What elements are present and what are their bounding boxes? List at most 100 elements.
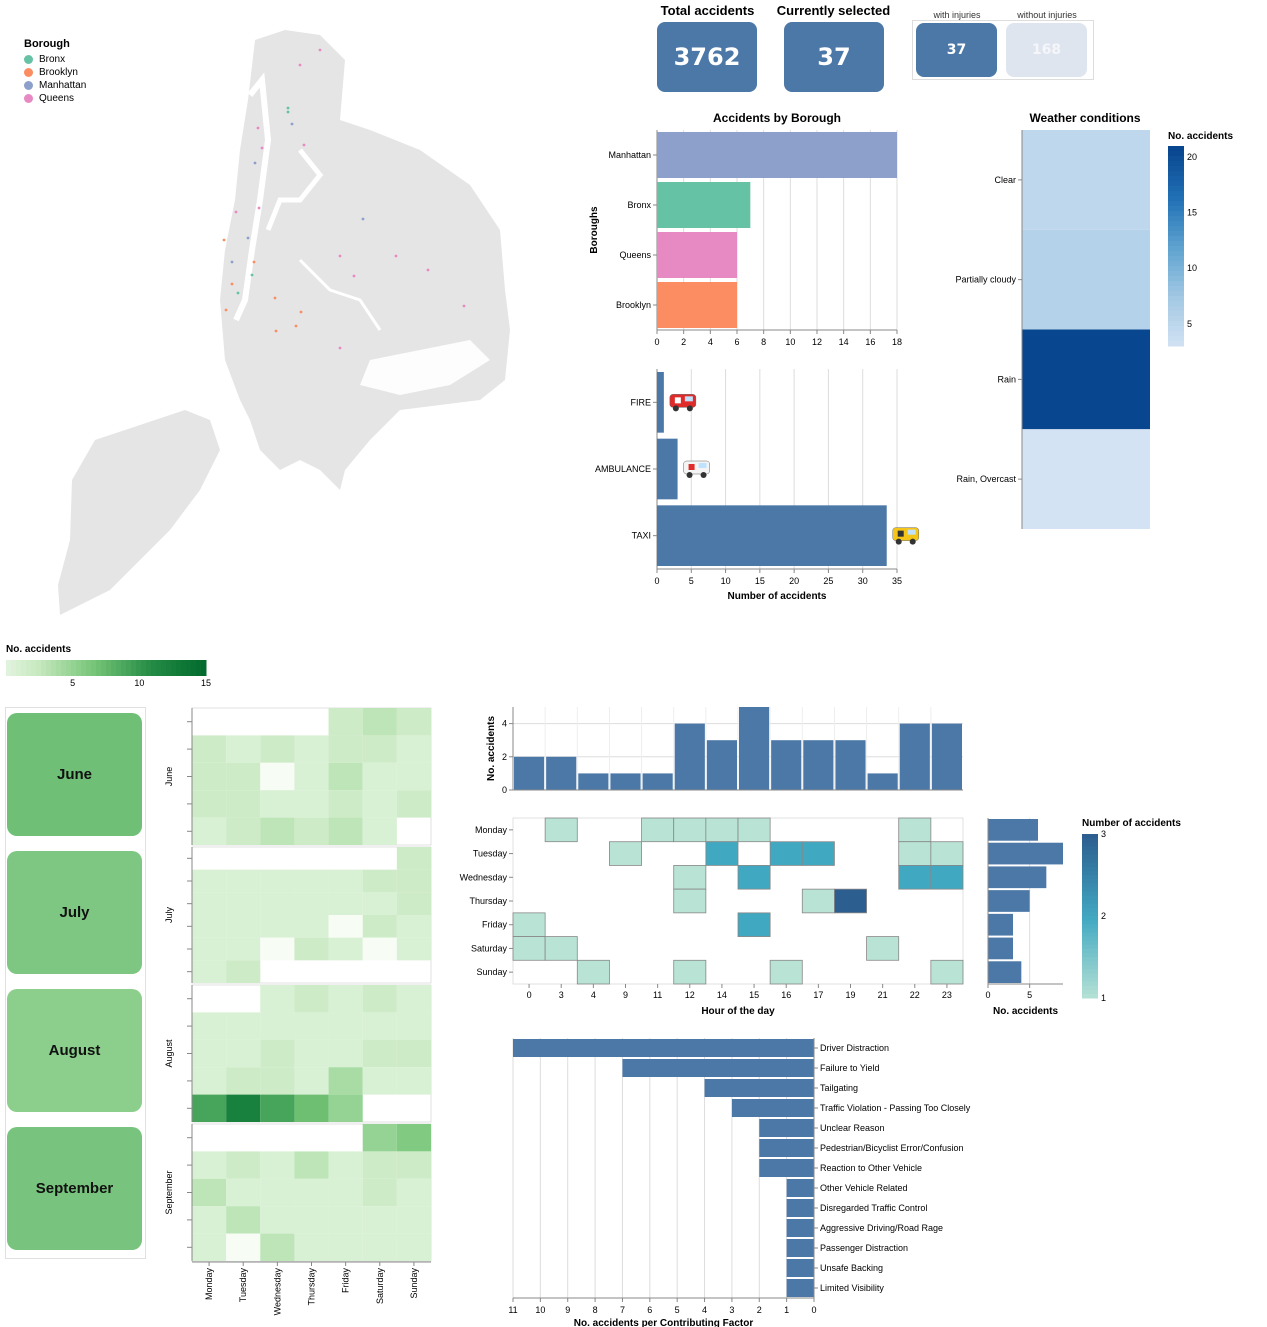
heatmap-cell[interactable] — [641, 817, 675, 843]
calendar-cell[interactable] — [226, 1206, 261, 1234]
calendar-cell[interactable] — [328, 892, 363, 915]
calendar-cell[interactable] — [362, 1151, 397, 1179]
heatmap-cell[interactable] — [834, 888, 867, 914]
calendar-cell[interactable] — [328, 1151, 363, 1179]
calendar-cell[interactable] — [328, 985, 363, 1013]
heatmap-cell[interactable] — [801, 888, 835, 914]
calendar-cell[interactable] — [294, 1178, 329, 1207]
map-legend[interactable]: Borough Bronx Brooklyn Manhattan Queens — [24, 38, 86, 105]
map-legend-item-bronx[interactable]: Bronx — [24, 53, 86, 66]
calendar-cell[interactable] — [294, 869, 329, 893]
bar-manhattan[interactable] — [657, 132, 897, 178]
calendar-cell[interactable] — [362, 915, 397, 938]
calendar-cell[interactable] — [226, 1151, 261, 1179]
bar-taxi[interactable] — [657, 505, 887, 566]
calendar-cell[interactable] — [294, 1233, 329, 1261]
bar-hour-19[interactable] — [835, 740, 866, 790]
heatmap-cell[interactable] — [801, 841, 835, 866]
calendar-cell[interactable] — [226, 1067, 261, 1095]
calendar-cell[interactable] — [294, 937, 329, 961]
calendar-cell[interactable] — [328, 762, 363, 791]
map-panel[interactable]: Borough Bronx Brooklyn Manhattan Queens — [0, 0, 520, 630]
bar-sunday[interactable] — [988, 961, 1022, 983]
calendar-cell[interactable] — [294, 790, 329, 818]
bar-factor[interactable] — [786, 1279, 814, 1297]
bar-hour-17[interactable] — [803, 740, 834, 790]
calendar-cell[interactable] — [328, 1094, 363, 1122]
calendar-cell[interactable] — [328, 1012, 363, 1040]
calendar-cell[interactable] — [396, 892, 431, 915]
without-injuries-button[interactable]: 168 — [1006, 23, 1087, 77]
bar-hour-11[interactable] — [642, 773, 673, 790]
calendar-cell[interactable] — [396, 1206, 431, 1234]
calendar-cell[interactable] — [260, 1012, 295, 1040]
bar-factor[interactable] — [759, 1139, 814, 1157]
calendar-cell[interactable] — [192, 762, 227, 791]
map-legend-item-manhattan[interactable]: Manhattan — [24, 79, 86, 92]
calendar-cell[interactable] — [192, 869, 227, 893]
calendar-cell[interactable] — [396, 915, 431, 938]
calendar-cell[interactable] — [362, 1124, 397, 1152]
calendar-cell[interactable] — [226, 762, 261, 791]
calendar-cell[interactable] — [362, 869, 397, 893]
map-legend-item-brooklyn[interactable]: Brooklyn — [24, 66, 86, 79]
bar-hour-14[interactable] — [706, 740, 737, 790]
month-button-september[interactable]: September — [7, 1127, 142, 1250]
calendar-cell[interactable] — [294, 985, 329, 1013]
bar-factor[interactable] — [759, 1119, 814, 1137]
calendar-cell[interactable] — [192, 1206, 227, 1234]
weather-cell[interactable] — [1022, 329, 1150, 430]
calendar-cell[interactable] — [192, 1151, 227, 1179]
bar-hour-0[interactable] — [514, 756, 545, 790]
map-legend-item-queens[interactable]: Queens — [24, 92, 86, 105]
calendar-cell[interactable] — [294, 1151, 329, 1179]
heatmap-cell[interactable] — [544, 817, 578, 843]
bar-hour-22[interactable] — [899, 723, 930, 790]
calendar-cell[interactable] — [396, 1067, 431, 1095]
calendar-cell[interactable] — [396, 1151, 431, 1179]
calendar-cell[interactable] — [226, 817, 261, 845]
calendar-cell[interactable] — [226, 1012, 261, 1040]
bar-factor[interactable] — [786, 1259, 814, 1277]
heatmap-cell[interactable] — [866, 936, 900, 961]
calendar-cell[interactable] — [226, 869, 261, 893]
calendar-cell[interactable] — [396, 1233, 431, 1261]
calendar-cell[interactable] — [396, 985, 431, 1013]
heatmap-cell[interactable] — [737, 912, 771, 937]
calendar-cell[interactable] — [294, 1067, 329, 1095]
calendar-cell[interactable] — [294, 817, 329, 845]
calendar-cell[interactable] — [260, 762, 295, 791]
calendar-cell[interactable] — [362, 892, 397, 915]
calendar-cell[interactable] — [328, 1178, 363, 1207]
calendar-cell[interactable] — [328, 1233, 363, 1261]
calendar-cell[interactable] — [362, 735, 397, 763]
calendar-cell[interactable] — [226, 892, 261, 915]
calendar-cell[interactable] — [192, 937, 227, 961]
calendar-cell[interactable] — [192, 790, 227, 818]
calendar-cell[interactable] — [260, 985, 295, 1013]
heatmap-cell[interactable] — [898, 817, 932, 843]
calendar-cell[interactable] — [362, 817, 397, 845]
calendar-cell[interactable] — [260, 735, 295, 763]
calendar-cell[interactable] — [396, 1039, 431, 1068]
bar-saturday[interactable] — [988, 937, 1013, 960]
calendar-cell[interactable] — [294, 1206, 329, 1234]
heatmap-cell[interactable] — [673, 959, 707, 985]
calendar-cell[interactable] — [362, 762, 397, 791]
bar-ambulance[interactable] — [657, 438, 678, 500]
calendar-cell[interactable] — [396, 735, 431, 763]
calendar-cell[interactable] — [294, 1012, 329, 1040]
calendar-cell[interactable] — [260, 1067, 295, 1095]
calendar-cell[interactable] — [260, 1233, 295, 1261]
heatmap-cell[interactable] — [609, 841, 642, 866]
calendar-cell[interactable] — [226, 1094, 261, 1122]
calendar-cell[interactable] — [226, 1039, 261, 1068]
calendar-cell[interactable] — [396, 708, 431, 736]
bar-hour-21[interactable] — [867, 773, 898, 790]
heatmap-cell[interactable] — [930, 959, 964, 985]
weather-cell[interactable] — [1022, 429, 1150, 529]
calendar-cell[interactable] — [362, 1178, 397, 1207]
bar-factor[interactable] — [786, 1219, 814, 1237]
month-button-august[interactable]: August — [7, 989, 142, 1112]
nyc-map[interactable] — [0, 0, 520, 630]
